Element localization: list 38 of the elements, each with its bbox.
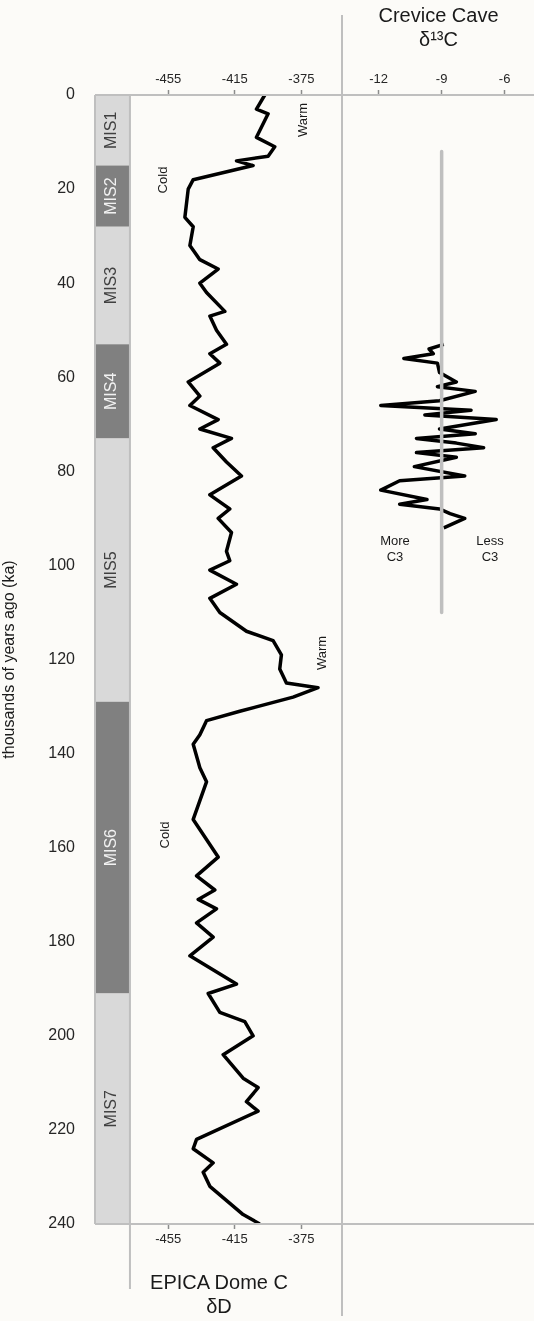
x2-tick-label: -375 xyxy=(288,1231,315,1247)
y-tick-label: 20 xyxy=(57,179,76,197)
y-tick-label: 40 xyxy=(57,273,76,291)
annotation: Cold xyxy=(154,166,170,194)
x-axis-title: EPICA Dome C δD xyxy=(150,1270,288,1317)
x2-tick-label: -12 xyxy=(369,70,389,86)
y-tick-label: 120 xyxy=(48,649,76,667)
y-tick-label: 60 xyxy=(57,367,76,385)
annotation: More C3 xyxy=(380,532,410,564)
x-tick-label: -375 xyxy=(288,70,315,86)
y-tick-label: 80 xyxy=(57,461,76,479)
y-tick-label: 140 xyxy=(48,743,76,761)
band-label: MIS4 xyxy=(102,372,120,411)
x2-tick-label: -455 xyxy=(155,1231,182,1247)
x2-tick-label: -9 xyxy=(435,70,448,86)
y-tick-label: 180 xyxy=(48,932,76,950)
band-label: MIS1 xyxy=(102,111,120,149)
x-tick-label: -455 xyxy=(155,70,182,86)
y-axis-title: thousands of years ago (ka) xyxy=(0,560,18,759)
y-tick-label: 100 xyxy=(48,555,76,573)
y-tick-label: 160 xyxy=(48,838,76,856)
annotation: Warm xyxy=(313,635,329,671)
band-label: MIS3 xyxy=(102,266,120,305)
x2-axis-title: Crevice Cave δ¹³C xyxy=(378,3,499,50)
x-tick-label: -415 xyxy=(221,70,248,86)
y-tick-label: 220 xyxy=(48,1120,76,1138)
band-label: MIS2 xyxy=(102,177,120,215)
y-tick-label: 0 xyxy=(66,85,76,103)
annotation: Less C3 xyxy=(476,532,505,564)
band-label: MIS5 xyxy=(102,551,120,589)
band-label: MIS6 xyxy=(102,828,120,867)
y-tick-label: 240 xyxy=(48,1214,76,1232)
x2-tick-label: -415 xyxy=(221,1231,248,1247)
band-label: MIS7 xyxy=(102,1089,120,1128)
annotation: Cold xyxy=(156,821,172,849)
x2-tick-label: -6 xyxy=(498,70,511,86)
y-tick-label: 200 xyxy=(48,1026,76,1044)
annotation: Warm xyxy=(294,102,310,138)
